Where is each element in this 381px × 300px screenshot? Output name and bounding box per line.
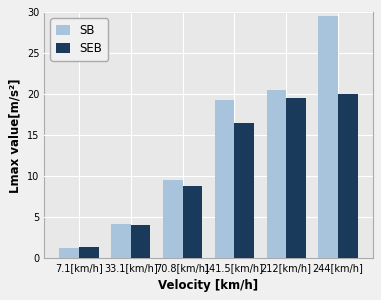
Bar — [286, 98, 306, 258]
X-axis label: Velocity [km/h]: Velocity [km/h] — [158, 279, 259, 292]
Bar — [319, 16, 338, 258]
Y-axis label: Lmax value[m/s²]: Lmax value[m/s²] — [8, 78, 21, 193]
Bar — [267, 90, 286, 258]
Bar — [338, 94, 358, 258]
Bar — [131, 225, 150, 258]
Legend: SB, SEB: SB, SEB — [50, 18, 109, 61]
Bar — [111, 224, 131, 258]
Bar — [59, 248, 79, 258]
Bar — [163, 180, 182, 258]
Bar — [234, 123, 254, 258]
Bar — [79, 247, 99, 258]
Bar — [215, 100, 234, 258]
Bar — [182, 186, 202, 258]
